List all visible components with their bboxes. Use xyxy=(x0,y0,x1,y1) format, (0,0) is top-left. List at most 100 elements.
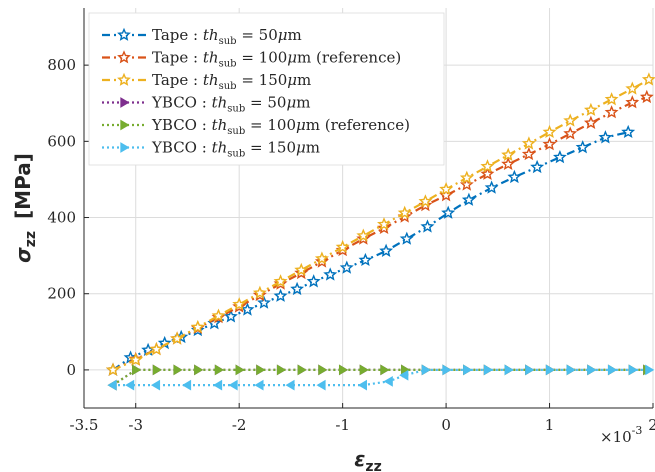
legend-label-5: YBCO : thsub = 150μm xyxy=(151,139,320,160)
data-point-5-4 xyxy=(213,379,223,391)
legend-prefix: YBCO : xyxy=(151,116,212,134)
legend-value: = 100 xyxy=(245,116,296,134)
data-point-2-24 xyxy=(604,92,619,106)
legend-symbol: th xyxy=(203,26,219,44)
y-axis-title: σzz [MPa] xyxy=(11,153,39,263)
legend-symbol: th xyxy=(212,139,228,157)
data-point-2-18 xyxy=(480,159,495,173)
data-point-0-21 xyxy=(484,180,499,194)
y-axis-subscript: zz xyxy=(23,231,39,247)
data-point-2-5 xyxy=(211,308,226,322)
legend-label-2: Tape : thsub = 150μm xyxy=(152,71,311,92)
data-point-0-7 xyxy=(223,309,238,323)
legend-mu: μ xyxy=(296,139,306,157)
series-layer xyxy=(105,72,655,391)
data-point-0-10 xyxy=(273,288,288,302)
legend-value: = 100 xyxy=(237,49,288,67)
data-point-5-3 xyxy=(181,379,192,391)
data-point-0-14 xyxy=(339,260,354,274)
data-point-2-1 xyxy=(128,352,143,366)
legend-label-4: YBCO : thsub = 100μm (reference) xyxy=(151,116,410,137)
x-exponent-label: ×10-3 xyxy=(600,424,642,446)
legend-value: = 150 xyxy=(245,139,296,157)
data-point-0-18 xyxy=(420,219,435,233)
legend-unit: m xyxy=(296,94,310,112)
legend-value: = 50 xyxy=(245,94,286,112)
x-axis-subscript: zz xyxy=(365,459,381,472)
legend-prefix: YBCO : xyxy=(151,139,212,157)
data-point-5-6 xyxy=(254,379,264,391)
data-point-1-22 xyxy=(563,126,578,140)
data-point-4-8 xyxy=(276,364,287,376)
legend-subscript: sub xyxy=(227,126,245,137)
data-point-5-18 xyxy=(545,364,556,376)
data-point-4-11 xyxy=(338,364,349,376)
data-point-2-22 xyxy=(563,113,578,127)
legend-subscript: sub xyxy=(227,104,245,115)
data-point-4-1 xyxy=(132,364,142,376)
legend-mu: μ xyxy=(278,26,288,44)
data-point-2-12 xyxy=(356,228,371,242)
data-point-4-12 xyxy=(359,364,369,376)
data-point-5-21 xyxy=(607,364,618,376)
legend-label-0: Tape : thsub = 50μm xyxy=(152,26,302,47)
data-point-5-10 xyxy=(383,375,393,387)
legend-symbol: th xyxy=(212,116,228,134)
data-point-2-14 xyxy=(397,205,412,219)
data-point-2-11 xyxy=(335,239,350,254)
data-point-0-11 xyxy=(290,281,304,296)
data-point-5-11 xyxy=(399,369,409,381)
data-point-2-0 xyxy=(105,362,120,376)
data-point-5-20 xyxy=(587,364,597,376)
data-point-2-4 xyxy=(190,319,205,334)
data-point-4-5 xyxy=(214,364,224,376)
tick-labels: -3.5 -3 -2 -1 0 1 2 0 200 400 600 800 xyxy=(47,56,655,434)
data-point-4-4 xyxy=(194,364,204,376)
data-point-0-25 xyxy=(575,140,590,154)
x-exponent-power: -3 xyxy=(632,424,643,437)
series-5 xyxy=(107,364,655,391)
data-point-2-21 xyxy=(542,124,557,139)
legend-prefix: Tape : xyxy=(152,26,203,44)
data-point-1-18 xyxy=(480,166,495,180)
data-point-0-24 xyxy=(553,149,567,164)
data-point-5-9 xyxy=(357,379,367,391)
data-point-1-23 xyxy=(583,115,598,130)
data-point-2-17 xyxy=(459,170,474,184)
data-point-5-13 xyxy=(442,364,452,376)
data-point-1-25 xyxy=(625,95,640,109)
data-point-0-19 xyxy=(441,205,456,219)
data-point-2-20 xyxy=(521,136,536,150)
legend-unit: m xyxy=(297,71,311,89)
y-tick-label-4: 800 xyxy=(47,56,76,74)
legend-unit: m xyxy=(306,116,320,134)
data-point-2-25 xyxy=(625,81,640,95)
data-point-4-6 xyxy=(235,364,245,376)
y-axis-unit: [MPa] xyxy=(11,153,35,219)
legend-marker-0 xyxy=(117,27,131,41)
x-tick-label-0: -3.5 xyxy=(70,416,99,434)
legend-subscript: sub xyxy=(219,36,237,47)
legend-subscript: sub xyxy=(219,59,237,70)
data-point-2-6 xyxy=(232,297,247,311)
legend-marker-1 xyxy=(117,50,131,64)
y-tick-label-2: 400 xyxy=(47,209,76,227)
data-point-1-26 xyxy=(639,89,654,104)
x-tick-label-4: 0 xyxy=(441,416,451,434)
legend-box xyxy=(88,12,445,166)
legend-label-3: YBCO : thsub = 50μm xyxy=(151,94,310,115)
data-point-4-13 xyxy=(380,364,390,376)
legend-subscript: sub xyxy=(227,149,245,160)
x-tick-label-3: -1 xyxy=(335,416,350,434)
data-point-1-19 xyxy=(501,156,516,171)
y-tick-label-3: 600 xyxy=(47,132,76,150)
data-point-0-27 xyxy=(621,124,636,139)
legend-marker-3 xyxy=(120,97,130,108)
legend-subscript: sub xyxy=(219,81,237,92)
data-point-2-2 xyxy=(149,341,164,356)
data-point-0-8 xyxy=(240,302,255,316)
data-point-5-16 xyxy=(504,364,514,376)
data-point-0-20 xyxy=(461,192,476,206)
y-tick-label-0: 0 xyxy=(66,361,76,379)
